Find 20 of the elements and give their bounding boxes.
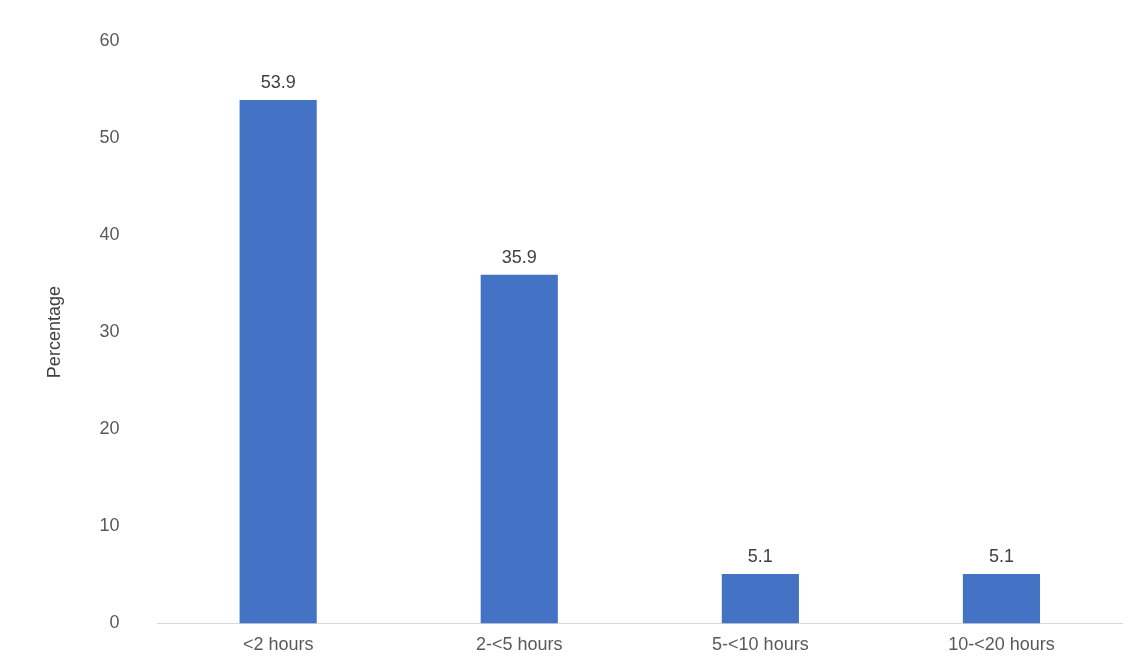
x-tick-label: 5-<10 hours [712,634,809,655]
x-tick-label: <2 hours [242,634,314,655]
y-tick-label: 50 [99,126,120,147]
y-tick-label: 20 [99,418,120,439]
y-tick-label: 60 [99,29,120,50]
bar [962,573,1041,624]
data-label: 53.9 [260,72,296,92]
bar [239,100,317,624]
data-label: 35.9 [501,246,537,267]
x-tick-label: 2-<5 hours [475,634,563,655]
data-label: 5.1 [988,545,1014,566]
bar [480,274,558,624]
y-tick-label: 30 [99,321,120,342]
y-tick-label: 0 [109,612,120,633]
y-tick-label: 10 [99,515,120,536]
x-tick-label: 10-<20 hours [948,634,1055,655]
data-label: 5.1 [747,545,773,566]
y-tick-label: 40 [99,223,120,244]
bar [721,573,799,624]
y-axis-title: Percentage [43,286,64,379]
